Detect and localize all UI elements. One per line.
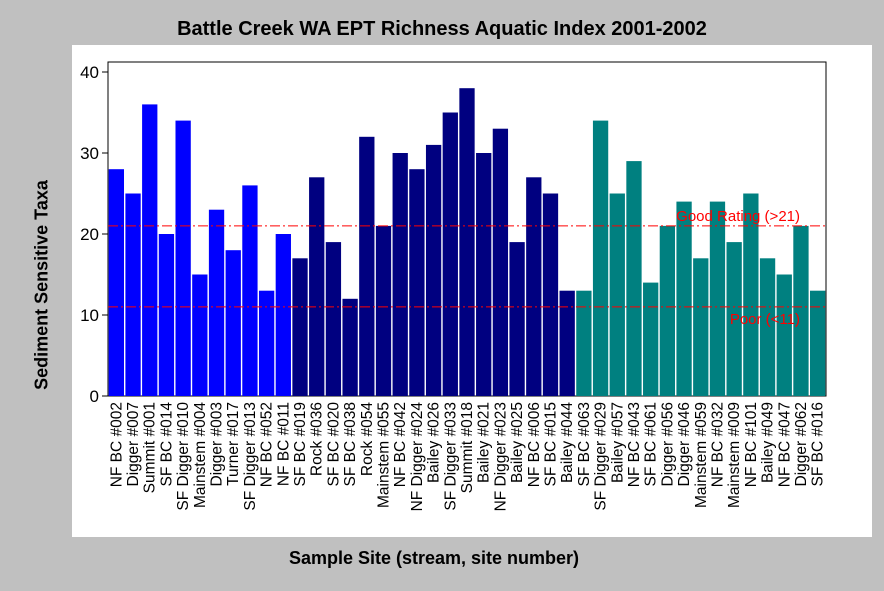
bar-4 xyxy=(158,234,175,396)
x-tick-label-25: Bailey #025 xyxy=(509,402,526,483)
bar-41 xyxy=(776,274,792,396)
x-tick-label-13: Rock #036 xyxy=(309,402,326,476)
bar-5 xyxy=(175,120,191,396)
bar-19 xyxy=(409,169,425,396)
y-tick-label-2: 20 xyxy=(80,225,99,244)
x-tick-label-39: NF BC #101 xyxy=(743,402,760,487)
x-tick-label-33: SF BC #061 xyxy=(643,402,660,486)
x-axis-title: Sample Site (stream, site number) xyxy=(288,548,580,568)
x-tick-label-6: Mainstem #004 xyxy=(192,402,209,508)
reference-lines: Good Rating (>21) Poor (<11) xyxy=(108,208,826,328)
bar-3 xyxy=(142,104,158,397)
bar-11 xyxy=(275,234,291,396)
bar-6 xyxy=(192,274,208,396)
x-tick-label-35: Digger #046 xyxy=(676,402,693,486)
x-tick-label-10: NF BC #052 xyxy=(259,402,276,487)
reference-label-1: Good Rating (>21) xyxy=(676,208,800,225)
x-tick-label-43: SF BC #016 xyxy=(810,402,827,486)
bar-36 xyxy=(693,258,709,396)
bar-42 xyxy=(793,225,809,396)
bar-10 xyxy=(258,290,275,396)
x-tick-label-27: SF BC #015 xyxy=(542,402,559,486)
y-tick-label-0: 0 xyxy=(90,387,99,406)
x-tick-label-19: NF Digger #024 xyxy=(409,402,426,512)
bar-20 xyxy=(425,144,442,396)
bar-1 xyxy=(108,169,124,396)
y-axis: 0 10 20 30 40 xyxy=(80,63,108,406)
bar-28 xyxy=(559,290,575,396)
x-tick-label-36: Mainstem #059 xyxy=(693,402,710,508)
bar-13 xyxy=(309,177,325,396)
bar-38 xyxy=(726,242,742,396)
x-tick-label-41: NF BC #047 xyxy=(776,402,793,487)
x-tick-label-29: SF BC #063 xyxy=(576,402,593,486)
bar-35 xyxy=(676,201,692,396)
bar-31 xyxy=(609,193,625,396)
x-tick-label-14: SF BC #020 xyxy=(325,402,342,487)
bar-34 xyxy=(659,225,676,396)
x-tick-label-28: Bailey #044 xyxy=(559,402,576,483)
bar-18 xyxy=(392,153,408,396)
x-tick-label-40: Bailey #049 xyxy=(760,402,777,483)
bar-21 xyxy=(442,112,458,396)
x-tick-label-3: Summit #001 xyxy=(142,402,159,493)
bar-43 xyxy=(810,290,826,396)
bar-8 xyxy=(225,250,241,396)
x-tick-label-30: SF Digger #029 xyxy=(593,402,610,511)
bar-40 xyxy=(759,258,776,396)
bar-27 xyxy=(542,193,559,396)
bar-26 xyxy=(526,177,542,396)
bar-14 xyxy=(325,242,342,396)
x-tick-label-18: NF BC #042 xyxy=(392,402,409,487)
chart-title: Battle Creek WA EPT Richness Aquatic Ind… xyxy=(177,18,707,40)
x-tick-label-31: Bailey #057 xyxy=(609,402,626,483)
x-tick-label-42: Digger #062 xyxy=(793,402,810,486)
x-tick-label-37: NF BC #032 xyxy=(709,402,726,487)
x-tick-label-4: SF BC #014 xyxy=(158,402,175,487)
x-tick-label-16: Rock #054 xyxy=(359,402,376,476)
x-tick-label-11: NF BC #011 xyxy=(275,402,292,486)
x-tick-label-26: NF BC #006 xyxy=(526,402,543,487)
x-tick-label-8: Turner #017 xyxy=(225,402,242,486)
bar-32 xyxy=(626,161,642,396)
x-tick-label-17: Mainstem #055 xyxy=(376,402,393,508)
bar-15 xyxy=(342,298,358,396)
x-tick-label-22: Summit #018 xyxy=(459,402,476,493)
bar-9 xyxy=(242,185,258,396)
x-tick-labels: NF BC #002 Digger #007 Summit #001 SF BC #0… xyxy=(108,402,826,512)
bar-17 xyxy=(375,225,392,396)
y-tick-label-3: 30 xyxy=(80,144,99,163)
x-tick-label-7: Digger #003 xyxy=(209,402,226,486)
x-tick-label-2: Digger #007 xyxy=(125,402,142,486)
bar-39 xyxy=(743,193,759,396)
x-tick-label-38: Mainstem #009 xyxy=(726,402,743,508)
x-tick-label-15: SF BC #038 xyxy=(342,402,359,486)
bar-16 xyxy=(359,136,375,397)
x-tick-label-20: Bailey #026 xyxy=(426,402,443,483)
x-tick-label-32: NF BC #043 xyxy=(626,402,643,487)
x-tick-label-1: NF BC #002 xyxy=(108,402,125,487)
x-tick-label-24: NF Digger #023 xyxy=(492,402,509,511)
y-tick-label-1: 10 xyxy=(80,306,99,325)
x-tick-label-34: Digger #056 xyxy=(659,402,676,486)
bar-7 xyxy=(208,209,225,396)
bar-37 xyxy=(709,201,726,396)
x-tick-label-21: SF Digger #033 xyxy=(442,402,459,511)
bar-2 xyxy=(125,193,141,396)
bar-24 xyxy=(492,128,509,396)
y-tick-label-4: 40 xyxy=(80,63,99,82)
bar-23 xyxy=(476,153,492,396)
bar-25 xyxy=(509,242,525,396)
bar-29 xyxy=(576,290,592,396)
bar-12 xyxy=(292,258,308,396)
bar-22 xyxy=(459,88,475,396)
x-tick-label-23: Bailey #021 xyxy=(476,402,493,483)
x-tick-label-12: SF BC #019 xyxy=(292,402,309,486)
bar-30 xyxy=(592,120,609,396)
x-tick-label-9: SF Digger #013 xyxy=(242,402,259,511)
reference-label-2: Poor (<11) xyxy=(730,311,800,328)
x-tick-label-5: SF Digger #010 xyxy=(175,402,192,511)
bar-33 xyxy=(643,282,659,396)
